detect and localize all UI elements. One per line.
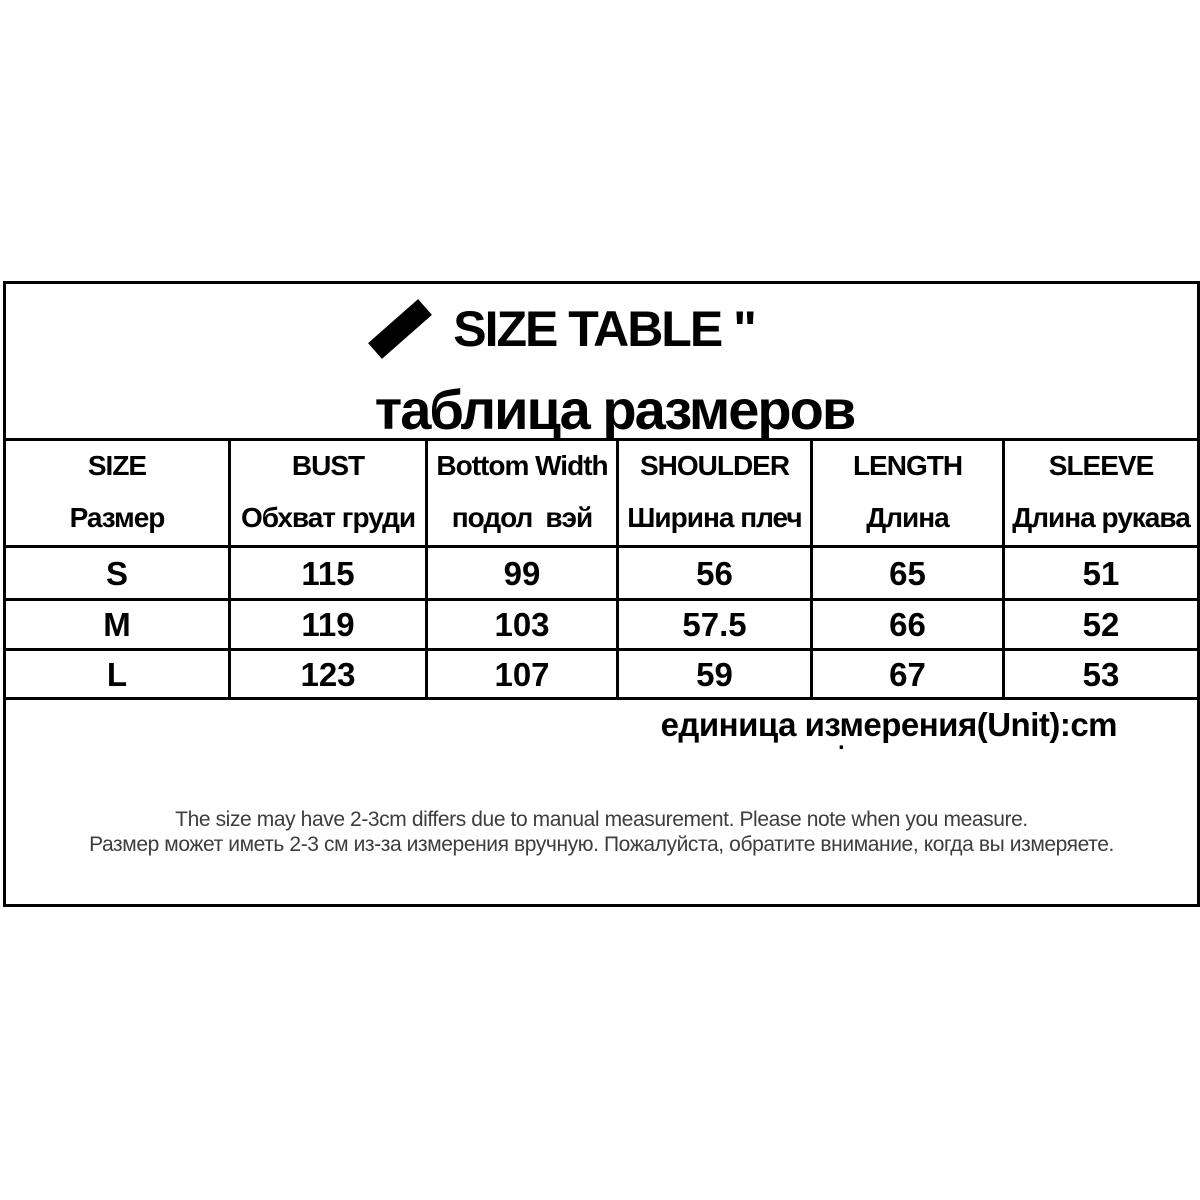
value-cell: 99 [425, 545, 619, 601]
header-cell-sleeve: SLEEVE Длина рукава [1001, 438, 1200, 548]
value-cell: 67 [810, 648, 1005, 700]
table-row-m: M 119 103 57.5 66 52 [3, 598, 1200, 651]
value-cell: 59 [616, 648, 813, 700]
size-cell: S [3, 545, 231, 601]
sleeve-value: 53 [1082, 655, 1120, 693]
title-text-en: SIZE TABLE " [453, 301, 757, 357]
length-value: 65 [889, 554, 926, 592]
size-chart-table: SIZE TABLE " таблица размеров SIZE Разме… [2, 281, 1200, 907]
measurement-note-en: The size may have 2-3cm differs due to m… [175, 808, 1028, 831]
header-en: SLEEVE [1048, 450, 1154, 481]
bust-value: 123 [300, 655, 356, 693]
stray-dot: . [838, 728, 845, 755]
header-ru: Длина рукава [1012, 502, 1191, 533]
footer-row: единица измерения(Unit):cm . The size ma… [2, 697, 1200, 907]
header-en: SIZE [87, 450, 147, 481]
header-cell-shoulder: SHOULDER Ширина плеч [616, 438, 813, 548]
value-cell: 123 [228, 648, 428, 700]
bust-value: 115 [301, 554, 355, 592]
bust-value: 119 [301, 606, 355, 643]
sleeve-value: 52 [1082, 606, 1120, 643]
bottom-width-value: 103 [494, 606, 550, 643]
title-line-en: SIZE TABLE " [8, 298, 1155, 360]
header-cell-bust: BUST Обхват груди [228, 438, 428, 548]
header-ru: Размер [69, 502, 166, 533]
value-cell: 107 [425, 648, 619, 700]
value-cell: 57.5 [616, 598, 813, 651]
slash-icon [368, 299, 433, 359]
bottom-width-value: 107 [494, 655, 550, 693]
length-value: 66 [889, 606, 926, 643]
measurement-note-ru: Размер может иметь 2-3 см из-за измерени… [89, 833, 1114, 856]
header-ru: Обхват груди [240, 502, 416, 533]
value-cell: 53 [1001, 648, 1200, 700]
size-cell: L [3, 648, 231, 700]
header-en: Bottom Width [436, 450, 608, 481]
bottom-width-value: 99 [503, 554, 541, 592]
header-en: LENGTH [852, 450, 963, 481]
title-block: SIZE TABLE " таблица размеров [2, 281, 1200, 441]
sleeve-value: 51 [1082, 554, 1120, 592]
header-ru: подол вэй [451, 502, 594, 533]
size-cell: M [3, 598, 231, 651]
value-cell: 115 [228, 545, 428, 601]
size-label: L [106, 655, 128, 693]
title-row: SIZE TABLE " таблица размеров [2, 281, 1200, 441]
unit-label: единица измерения(Unit):cm [660, 706, 1118, 743]
header-cell-bottom-width: Bottom Width подол вэй [425, 438, 619, 548]
header-ru: Ширина плеч [627, 502, 802, 533]
shoulder-value: 59 [696, 655, 733, 693]
header-cell-length: LENGTH Длина [810, 438, 1005, 548]
value-cell: 103 [425, 598, 619, 651]
value-cell: 65 [810, 545, 1005, 601]
value-cell: 66 [810, 598, 1005, 651]
value-cell: 51 [1001, 545, 1200, 601]
size-label: S [105, 554, 128, 592]
header-ru: Длина [866, 502, 949, 533]
value-cell: 56 [616, 545, 813, 601]
shoulder-value: 57.5 [682, 606, 747, 643]
value-cell: 52 [1001, 598, 1200, 651]
footer-block: единица измерения(Unit):cm . The size ma… [2, 697, 1200, 907]
header-en: SHOULDER [639, 450, 790, 481]
length-value: 67 [889, 655, 926, 693]
shoulder-value: 56 [696, 554, 733, 592]
header-cell-size: SIZE Размер [3, 438, 231, 548]
header-en: BUST [291, 450, 365, 481]
table-row-l: L 123 107 59 67 53 [3, 648, 1200, 700]
value-cell: 119 [228, 598, 428, 651]
size-label: M [103, 606, 131, 643]
title-text-ru: таблица размеров [374, 378, 856, 440]
header-row: SIZE Размер BUST Обхват груди Bottom Wid… [3, 438, 1200, 548]
table-row-s: S 115 99 56 65 51 [3, 545, 1200, 601]
